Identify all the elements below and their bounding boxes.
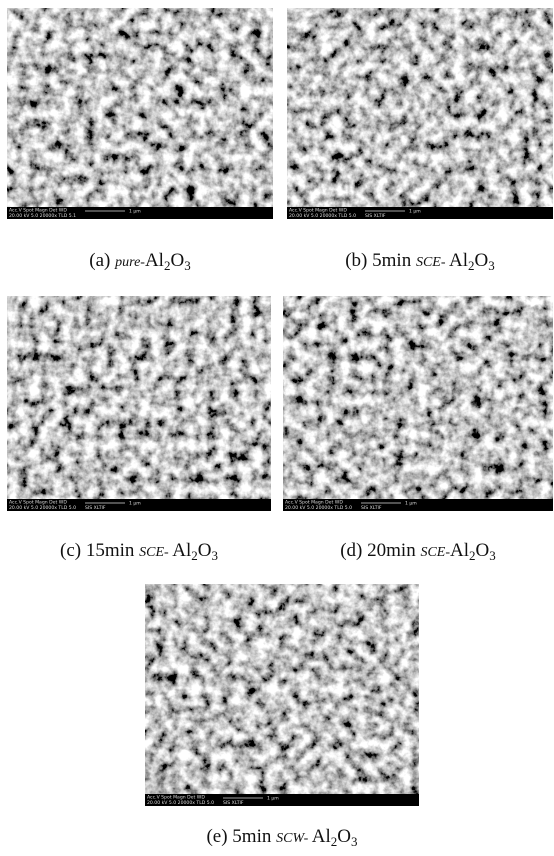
caption-part: 3 [489,548,496,563]
scale-label: 1 μm [405,501,417,507]
software-tag: SIS XLTIF [365,213,386,219]
software-tag: SIS XLTIF [361,505,382,511]
micrograph [283,296,553,499]
caption: (a) pure-Al2O3 [7,250,273,272]
software-tag: SIS XLTIF [223,800,244,806]
caption-part: SCW- [276,831,312,846]
caption: (e) 5min SCW- Al2O3 [145,826,419,848]
caption-part: 3 [488,258,495,273]
scale-label: 1 μm [409,209,421,215]
micrograph [287,8,553,207]
caption-part: SCE- [416,255,449,270]
caption-part: (c) 15min [60,540,139,561]
caption-part: (b) 5min [345,250,416,271]
micrograph [7,8,273,207]
info-text: 20.00 kV 5.0 20000x TLD 5.0 [289,213,356,219]
info-text: Acc.V Spot Magn Det WD [9,208,67,214]
info-text: 20.00 kV 5.0 20000x TLD 5.0 [285,505,352,511]
caption-part: Al [449,250,468,271]
caption: (b) 5min SCE- Al2O3 [287,250,553,272]
caption-part: 3 [351,834,358,849]
info-text: Acc.V Spot Magn Det WD [147,795,205,801]
scale-label: 1 μm [129,209,141,215]
caption-part: SCE- [420,545,450,560]
caption-part: O [476,540,490,561]
caption-part: O [198,540,212,561]
caption-part: Al [450,540,469,561]
caption-part: Al [312,826,331,847]
caption-part: (d) 20min [340,540,420,561]
info-text: Acc.V Spot Magn Det WD [289,208,347,214]
caption-part: (a) [89,250,115,271]
info-text: Acc.V Spot Magn Det WD [285,500,343,506]
caption-part: O [337,826,351,847]
info-text: 20.00 kV 5.0 20000x TLD 5.1 [9,213,76,219]
info-text: 20.00 kV 5.0 20000x TLD 5.0 [9,505,76,511]
caption-part: 3 [184,258,191,273]
caption: (c) 15min SCE- Al2O3 [7,540,271,562]
info-text: 20.00 kV 5.0 20000x TLD 5.0 [147,800,214,806]
micrograph [145,584,419,794]
micrograph [7,296,271,499]
caption-part: O [475,250,489,271]
caption-part: SCE- [139,545,172,560]
caption-part: Al [172,540,191,561]
caption-part: Al [145,250,164,271]
info-text: Acc.V Spot Magn Det WD [9,500,67,506]
caption-part: (e) 5min [206,826,276,847]
scale-label: 1 μm [267,796,279,802]
caption-part: pure- [115,255,145,270]
scale-label: 1 μm [129,501,141,507]
figure-page: Acc.V Spot Magn Det WD20.00 kV 5.0 20000… [0,0,554,856]
caption-part: O [170,250,184,271]
caption: (d) 20min SCE-Al2O3 [283,540,553,562]
caption-part: 3 [211,548,218,563]
software-tag: SIS XLTIF [85,505,106,511]
